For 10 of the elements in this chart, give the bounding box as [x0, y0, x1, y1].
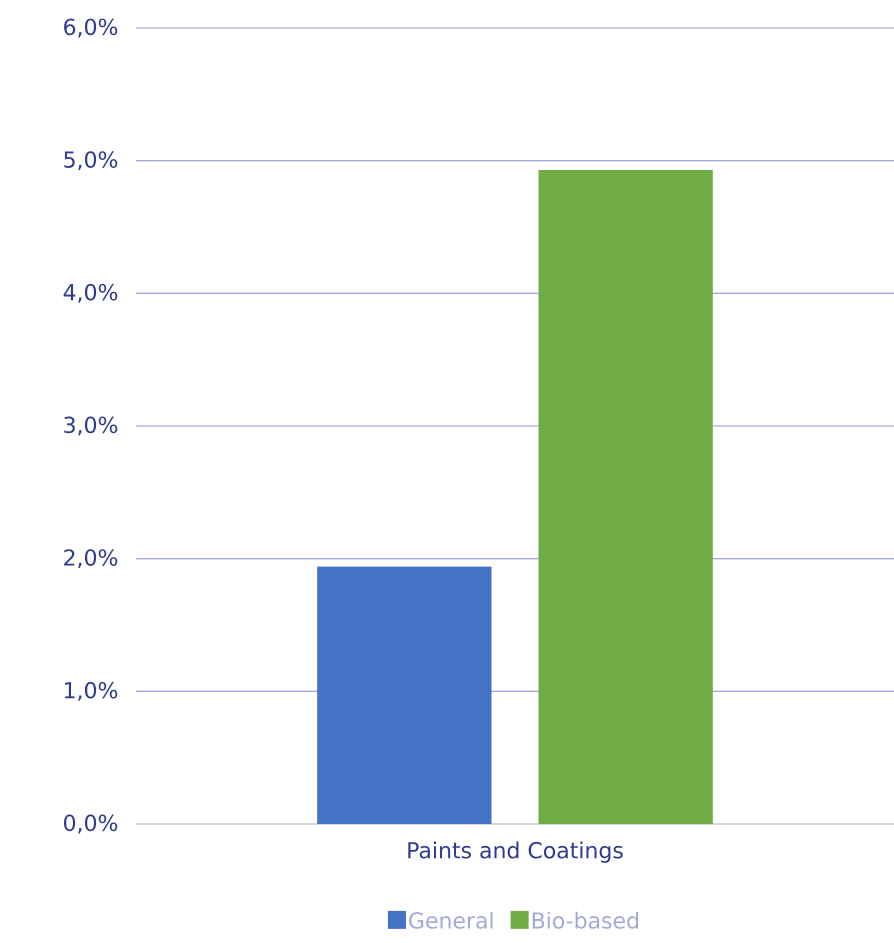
legend-label: Bio-based	[532, 912, 638, 929]
legend-label: General	[409, 912, 493, 929]
x-tick-label: Paints and Coatings	[408, 842, 623, 863]
y-tick-label: 0,0%	[64, 814, 118, 834]
y-tick-label: 1,0%	[64, 682, 118, 701]
y-tick-label: 2,0%	[64, 549, 118, 568]
y-tick-label: 5,0%	[64, 151, 118, 170]
y-tick-label: 3,0%	[64, 416, 118, 436]
y-tick-label: 6,0%	[64, 18, 118, 38]
y-tick-label: 4,0%	[64, 284, 118, 303]
